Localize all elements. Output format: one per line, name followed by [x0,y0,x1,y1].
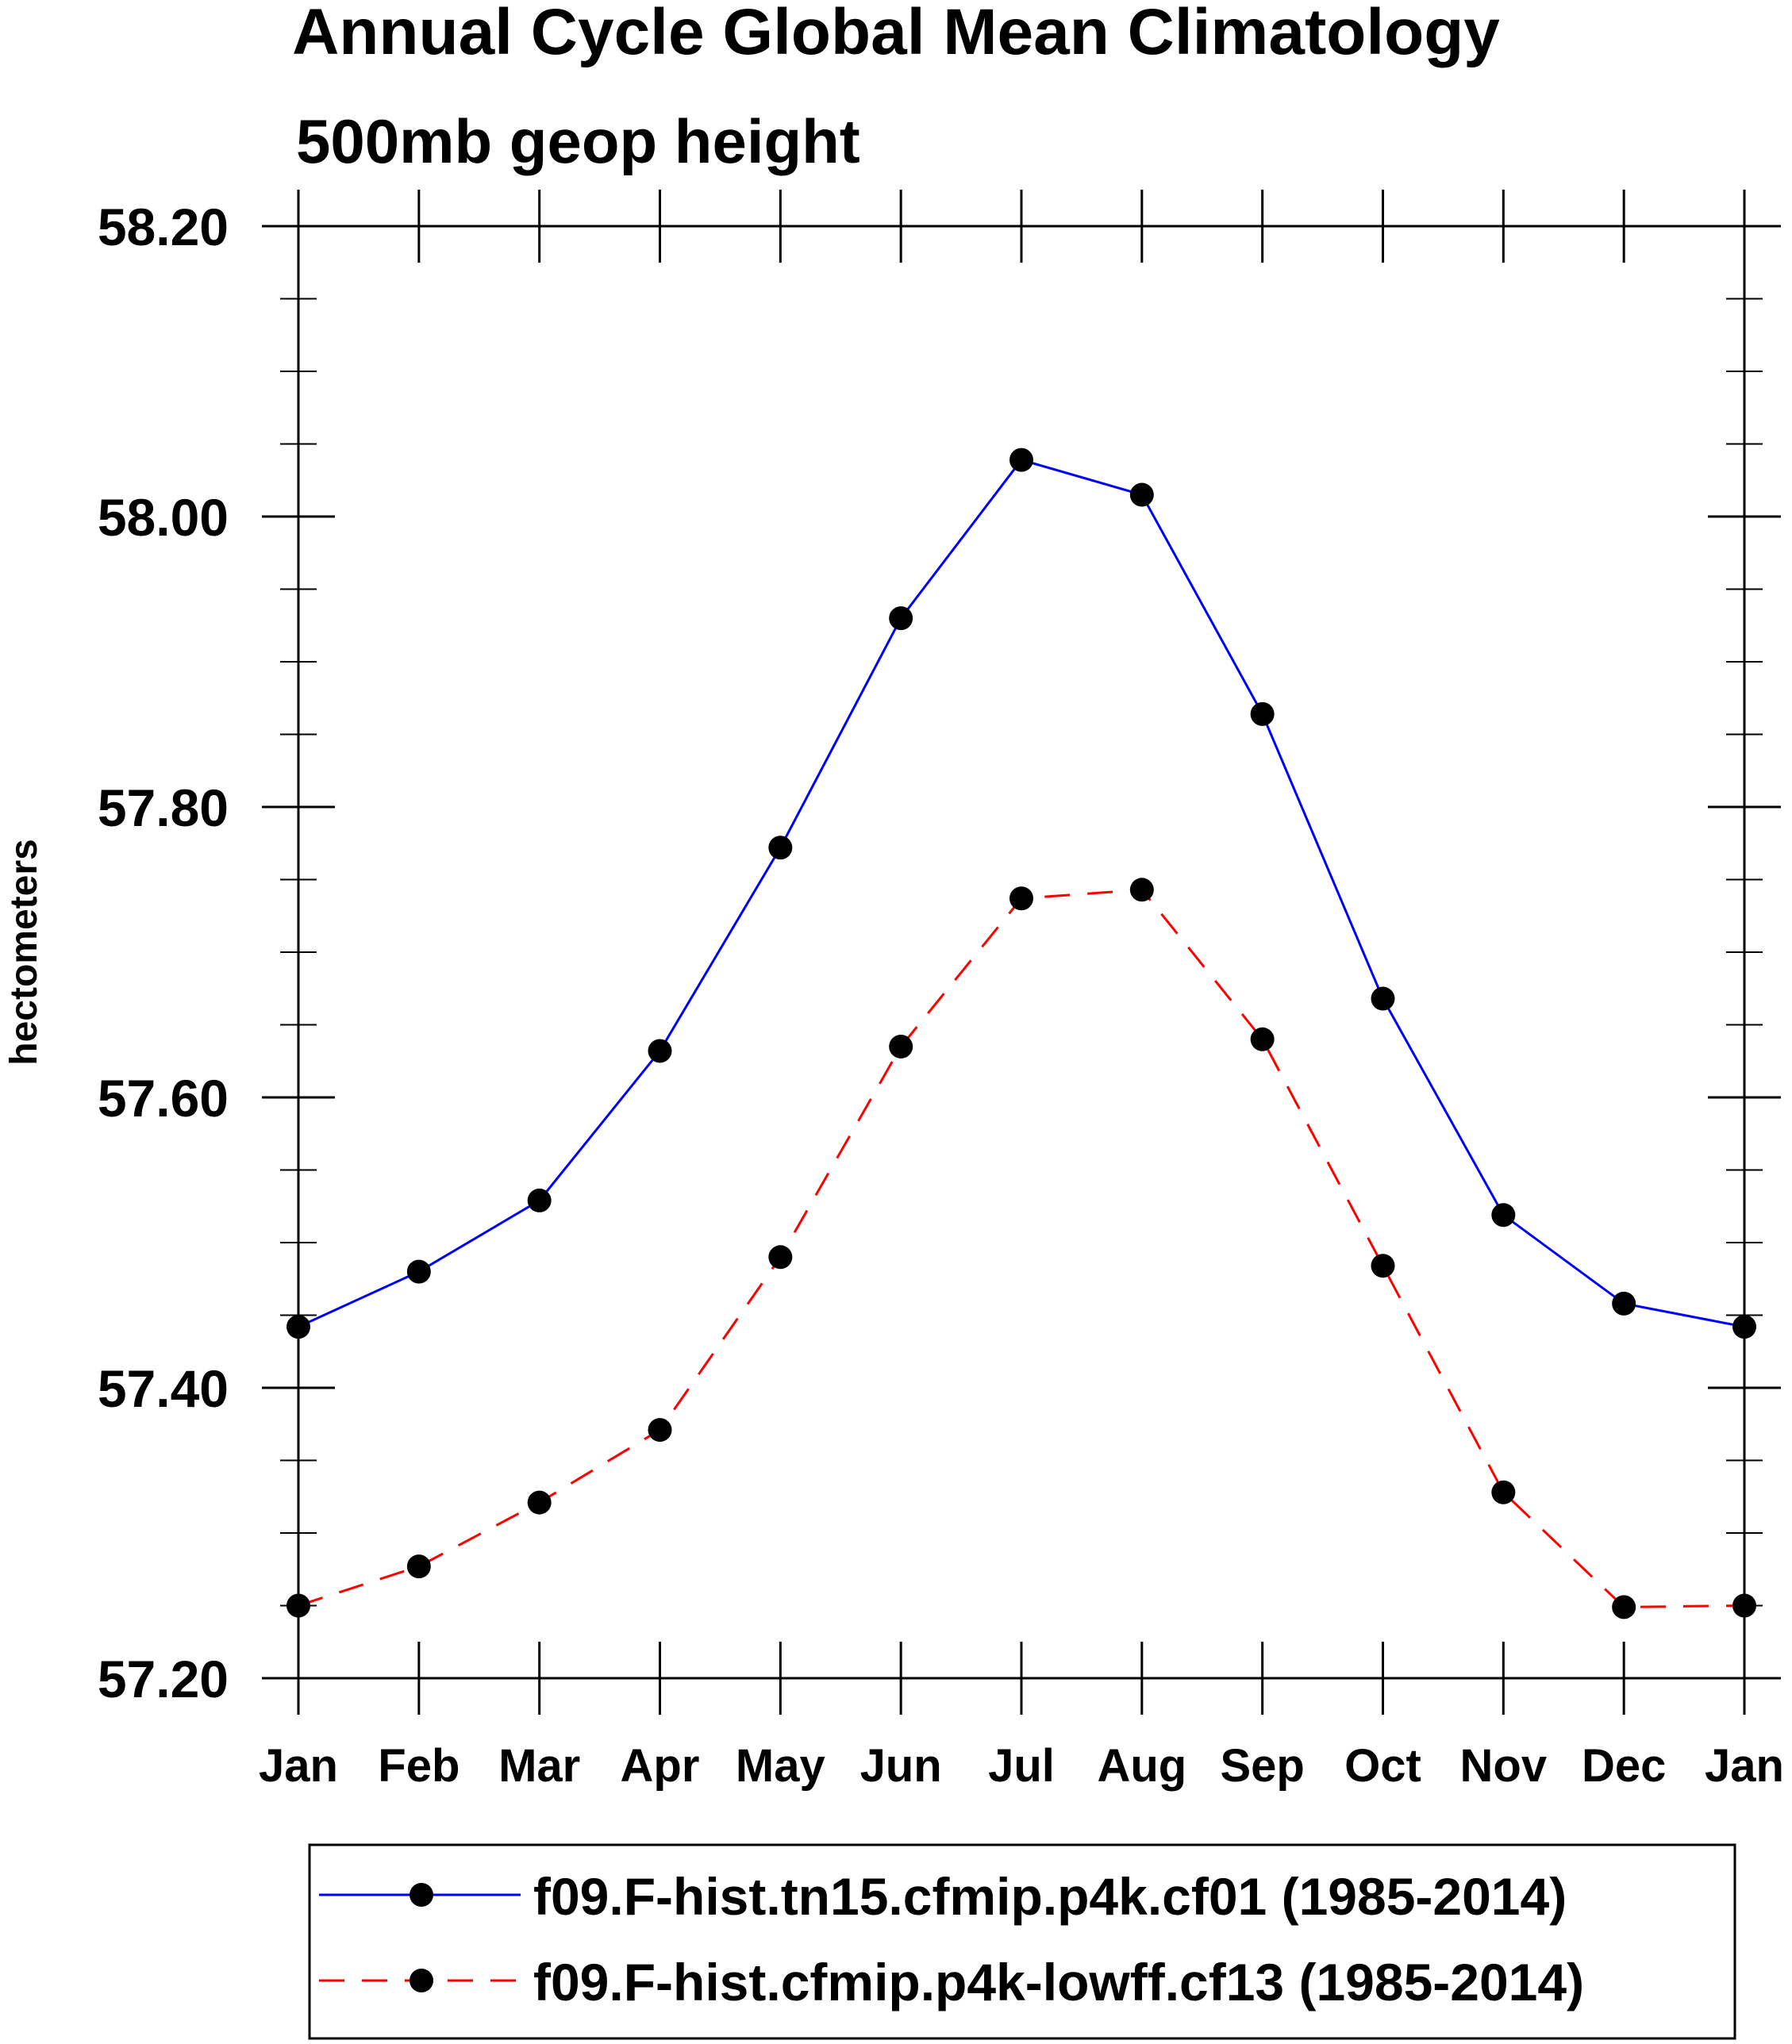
legend-entry-1: f09.F-hist.tn15.cfmip.p4k.cf01 (1985-201… [319,1867,1567,1926]
data-point [1250,701,1275,726]
legend: f09.F-hist.tn15.cfmip.p4k.cf01 (1985-201… [308,1843,1736,2040]
x-tick-label: Aug [1097,1740,1186,1792]
legend-marker [410,1969,433,1992]
data-point [1491,1203,1516,1228]
x-tick-label: Mar [498,1740,580,1792]
data-point [768,1245,793,1270]
data-point [889,606,913,631]
legend-entry-2: f09.F-hist.cfmip.p4k-lowff.cf13 (1985-20… [319,1953,1584,2011]
x-tick-label: Oct [1344,1740,1421,1792]
legend-box [308,1843,1736,2040]
x-tick-label: Jan [1705,1740,1784,1792]
plot-axes [262,190,1781,1715]
data-point [1732,1315,1756,1339]
data-point [1371,1254,1395,1278]
data-point [1009,448,1033,472]
tick-labels: 57.20 57.40 57.60 57.80 58.00 58.20 Jan Feb Mar A… [98,198,1784,1792]
x-tick-label: Apr [621,1740,700,1792]
plot-frame [297,225,1746,1680]
data-point [1612,1291,1636,1316]
legend-label: f09.F-hist.tn15.cfmip.p4k.cf01 (1985-201… [533,1867,1567,1926]
x-tick-label: Sep [1220,1740,1304,1792]
x-tick-label: Feb [378,1740,460,1792]
x-tick-label: Nov [1460,1740,1548,1792]
y-tick-label: 57.80 [98,778,229,837]
series-layer [286,448,1756,1619]
data-point [889,1034,913,1058]
y-axis-label: hectometers [3,839,45,1065]
data-point [406,1554,431,1579]
chart-title: Annual Cycle Global Mean Climatology [292,0,1500,68]
x-tick-label: Jan [259,1740,338,1792]
data-point [1491,1480,1516,1504]
data-point [648,1418,672,1443]
series-2 [286,878,1756,1619]
data-point [1129,878,1154,902]
y-tick-label: 57.60 [98,1069,229,1128]
data-point [286,1315,310,1339]
data-point [648,1039,672,1063]
x-tick-label: May [736,1740,825,1792]
data-point [1612,1595,1636,1619]
data-point [1129,482,1154,507]
y-tick-label: 57.20 [98,1650,229,1708]
data-point [1009,886,1033,911]
data-point [527,1490,552,1515]
legend-marker [410,1883,433,1907]
data-point [406,1259,431,1284]
data-point [768,836,793,860]
series-line [298,888,1745,1608]
data-point [1371,986,1395,1011]
data-point [527,1188,552,1212]
legend-label: f09.F-hist.cfmip.p4k-lowff.cf13 (1985-20… [533,1953,1584,2011]
series-1 [286,448,1756,1339]
data-point [1250,1027,1275,1051]
x-tick-label: Jul [988,1740,1055,1792]
chart-subtitle: 500mb geop height [296,106,860,176]
x-tick-label: Dec [1582,1740,1666,1792]
x-tick-label: Jun [860,1740,942,1792]
data-point [286,1593,310,1618]
y-tick-label: 57.40 [98,1359,229,1418]
y-tick-label: 58.00 [98,488,229,547]
y-tick-label: 58.20 [98,198,229,256]
data-point [1732,1593,1756,1618]
